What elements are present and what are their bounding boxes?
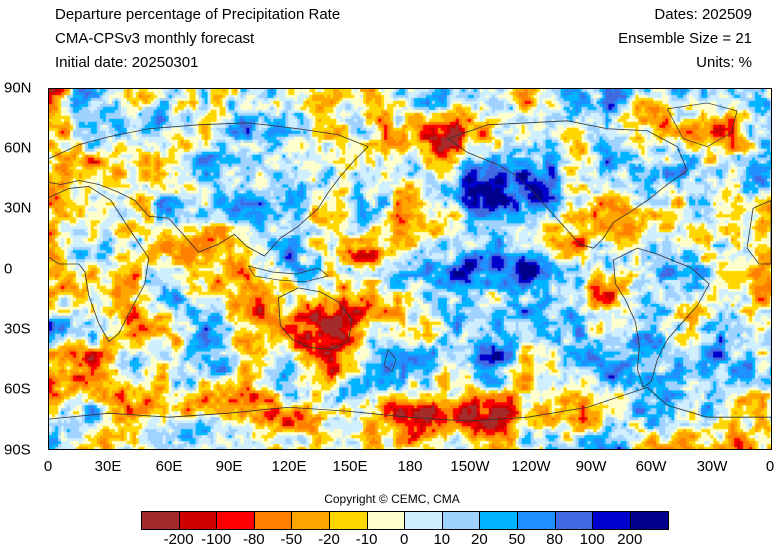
initial-date: Initial date: 20250301 <box>55 54 199 71</box>
eurasia-coastline <box>49 122 369 257</box>
lon-label-90e: 90E <box>215 458 243 475</box>
colorbar-tick-label: 80 <box>546 531 563 548</box>
south-america-coastline <box>613 247 710 388</box>
lon-label-60w: 60W <box>635 458 667 475</box>
lat-label-0: 0 <box>4 260 13 278</box>
lat-label-60s: 60S <box>4 380 31 398</box>
colorbar-tick-label: -20 <box>318 531 340 548</box>
lon-label-0: 0 <box>43 458 53 475</box>
colorbar-swatch <box>254 512 293 529</box>
lon-label-30w: 30W <box>696 458 728 475</box>
lon-label-180: 180 <box>397 458 423 475</box>
lon-label-30e: 30E <box>94 458 122 475</box>
colorbar-tick-label: 50 <box>508 531 526 548</box>
colorbar-swatch <box>217 512 255 529</box>
colorbar <box>141 511 670 530</box>
colorbar-swatch <box>292 512 330 529</box>
colorbar-swatch <box>517 512 556 529</box>
colorbar-tick-label: 100 <box>579 531 605 548</box>
ensemble-size: Ensemble Size = 21 <box>618 30 752 47</box>
model-name: CMA-CPSv3 monthly forecast <box>55 30 255 47</box>
lon-label-90w: 90W <box>575 458 607 475</box>
lon-label-0-east-edge: 0 <box>765 458 775 475</box>
colorbar-swatch <box>179 512 218 529</box>
colorbar-swatch <box>405 512 443 529</box>
coastline-overlay <box>49 102 771 422</box>
copyright-text: Copyright © CEMC, CMA <box>324 492 460 506</box>
colorbar-swatch <box>142 512 180 529</box>
colorbar-swatch <box>329 512 368 529</box>
antarctica-coastline <box>49 386 771 422</box>
colorbar-tick-label: -10 <box>355 531 378 548</box>
lat-label-60n: 60N <box>4 139 32 157</box>
colorbar-swatch <box>630 512 669 529</box>
colorbar-swatch <box>593 512 631 529</box>
lon-label-150w: 150W <box>450 458 490 475</box>
lat-label-30n: 30N <box>4 199 32 217</box>
africa-coastline <box>49 186 150 343</box>
colorbar-tick-label: -200 <box>163 531 194 548</box>
colorbar-tick-label: 10 <box>433 531 451 548</box>
colorbar-swatch <box>367 512 406 529</box>
colorbar-tick-label: 200 <box>617 531 643 548</box>
colorbar-swatch <box>555 512 594 529</box>
australia-coastline <box>277 287 353 350</box>
colorbar-swatch <box>442 512 481 529</box>
colorbar-tick-label: -50 <box>280 531 303 548</box>
map-title: Departure percentage of Precipitation Ra… <box>55 6 341 23</box>
lon-label-60e: 60E <box>155 458 183 475</box>
lon-label-120e: 120E <box>271 458 307 475</box>
precipitation-map <box>48 88 772 450</box>
lat-label-90n: 90N <box>4 79 32 97</box>
colorbar-tick-label: -80 <box>242 531 265 548</box>
lon-label-150e: 150E <box>332 458 368 475</box>
precipitation-anomaly-field <box>49 89 771 449</box>
colorbar-tick-label: 0 <box>400 531 409 548</box>
colorbar-swatch <box>480 512 518 529</box>
lat-label-30s: 30S <box>4 320 31 338</box>
forecast-dates: Dates: 202509 <box>654 6 752 23</box>
lon-label-120w: 120W <box>511 458 551 475</box>
colorbar-tick-label: -100 <box>201 531 232 548</box>
units-label: Units: % <box>696 54 752 71</box>
lat-label-90s: 90S <box>4 441 31 459</box>
colorbar-tick-label: 20 <box>471 531 488 548</box>
north-america-coastline <box>447 120 688 249</box>
